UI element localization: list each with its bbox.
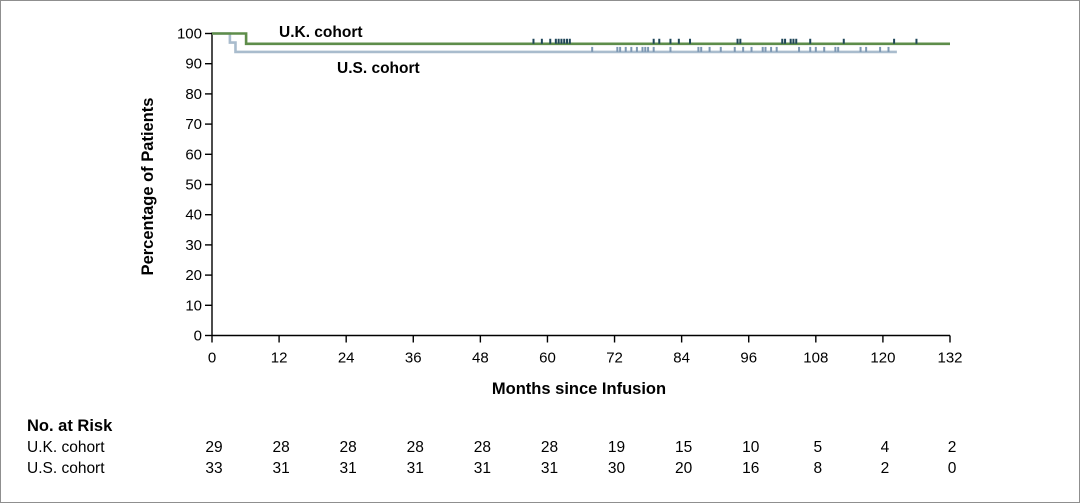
at-risk-table: No. at Risk U.K. cohort U.S. cohort 29 28… xyxy=(27,417,957,477)
at-risk-value: 8 xyxy=(814,460,823,477)
x-tick-label-120: 120 xyxy=(870,350,895,367)
at-risk-value: 28 xyxy=(340,439,357,456)
at-risk-value: 10 xyxy=(742,439,760,456)
at-risk-value: 5 xyxy=(814,439,823,456)
x-tick-label-12: 12 xyxy=(271,350,288,367)
labels: U.K. cohort U.S. cohort Months since Inf… xyxy=(139,24,666,398)
at-risk-value: 20 xyxy=(675,460,693,477)
at-risk-value: 15 xyxy=(675,439,692,456)
at-risk-value: 19 xyxy=(608,439,625,456)
x-tick-label-72: 72 xyxy=(606,350,623,367)
series-label-uk: U.K. cohort xyxy=(279,24,363,41)
y-tick-label-80: 80 xyxy=(185,86,202,103)
x-tick-label-84: 84 xyxy=(673,350,690,367)
x-tick-label-48: 48 xyxy=(472,350,489,367)
at-risk-value: 31 xyxy=(541,460,558,477)
y-tick-label-100: 100 xyxy=(177,26,202,43)
series-layer xyxy=(212,32,950,54)
at-risk-value: 28 xyxy=(474,439,491,456)
y-tick-label-70: 70 xyxy=(185,116,202,133)
at-risk-value: 30 xyxy=(608,460,626,477)
at-risk-value: 16 xyxy=(742,460,759,477)
at-risk-value: 28 xyxy=(272,439,289,456)
y-tick-label-50: 50 xyxy=(185,177,202,194)
y-tick-label-10: 10 xyxy=(185,297,202,314)
at-risk-value: 29 xyxy=(205,439,222,456)
at-risk-row-label-us: U.S. cohort xyxy=(27,460,105,477)
series-label-us: U.S. cohort xyxy=(337,60,420,77)
at-risk-value: 31 xyxy=(474,460,491,477)
at-risk-value: 31 xyxy=(272,460,289,477)
x-tick-label-132: 132 xyxy=(937,350,962,367)
at-risk-title: No. at Risk xyxy=(27,417,113,435)
series-line-uk xyxy=(212,32,950,46)
at-risk-value: 33 xyxy=(205,460,222,477)
at-risk-value: 31 xyxy=(407,460,424,477)
at-risk-value: 2 xyxy=(948,439,957,456)
axes: 0 10 20 30 40 50 60 70 80 90 100 0 12 24 36 48 60 72 84 96 1… xyxy=(177,26,963,367)
at-risk-row-label-uk: U.K. cohort xyxy=(27,439,105,456)
at-risk-value: 2 xyxy=(881,460,890,477)
at-risk-value: 28 xyxy=(407,439,424,456)
x-tick-label-60: 60 xyxy=(539,350,556,367)
y-axis-label: Percentage of Patients xyxy=(139,98,157,276)
y-tick-label-60: 60 xyxy=(185,146,202,163)
y-tick-label-30: 30 xyxy=(185,237,202,254)
x-tick-label-0: 0 xyxy=(208,350,216,367)
at-risk-value: 4 xyxy=(881,439,890,456)
at-risk-value: 28 xyxy=(541,439,558,456)
y-tick-label-90: 90 xyxy=(185,56,202,73)
x-tick-label-24: 24 xyxy=(338,350,355,367)
x-axis-label: Months since Infusion xyxy=(492,380,666,398)
x-tick-label-36: 36 xyxy=(405,350,422,367)
y-tick-label-40: 40 xyxy=(185,207,202,224)
x-tick-label-96: 96 xyxy=(740,350,757,367)
y-tick-label-0: 0 xyxy=(194,328,202,345)
x-tick-label-108: 108 xyxy=(803,350,828,367)
at-risk-value: 0 xyxy=(948,460,957,477)
at-risk-value: 31 xyxy=(340,460,357,477)
y-tick-label-20: 20 xyxy=(185,267,202,284)
